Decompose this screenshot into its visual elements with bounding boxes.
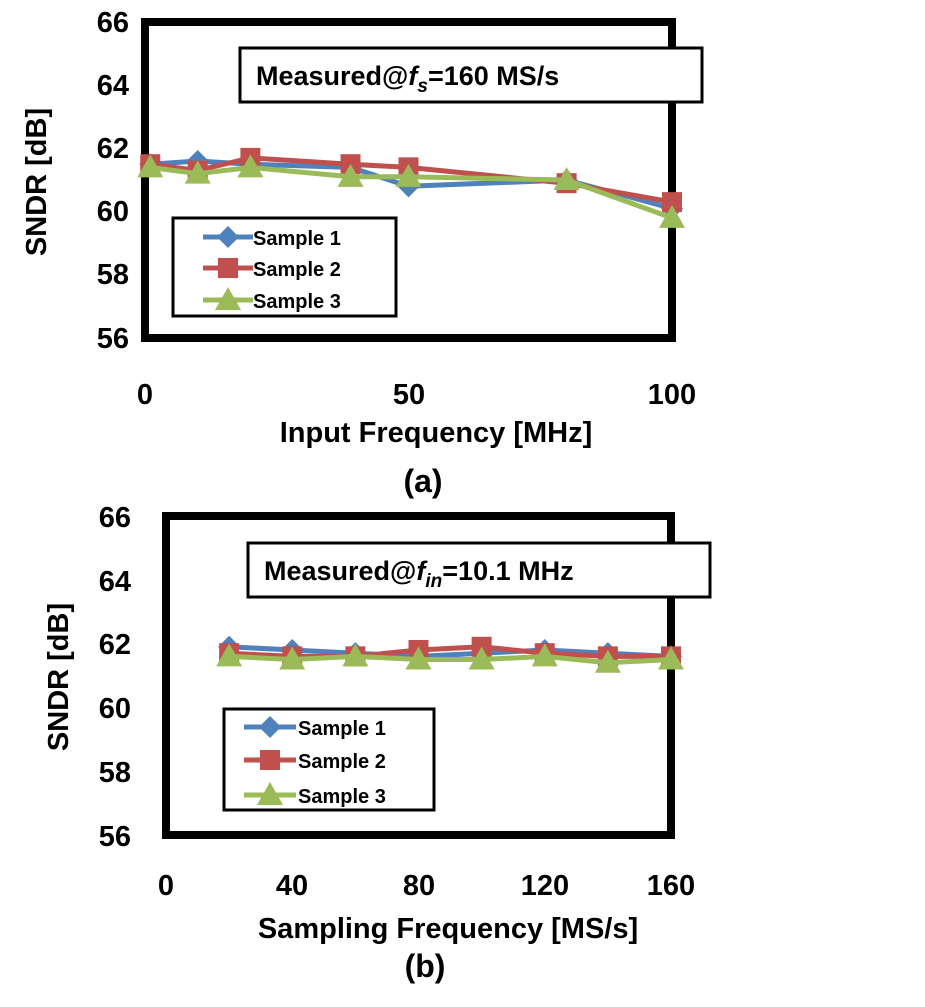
chart-b-sample-3-point-4: [405, 646, 432, 670]
chart-a-ytick-62: 62: [97, 133, 129, 165]
chart-b-legend-sample-3-marker: [257, 782, 283, 805]
chart-a-ytick-58: 58: [97, 259, 129, 291]
chart-a-legend-sample-3: Sample 3: [203, 287, 341, 313]
chart-a-annotation-suffix: =160 MS/s: [428, 61, 559, 91]
chart-b-ytick-62: 62: [99, 629, 131, 661]
chart-b-caption: (b): [405, 948, 446, 984]
chart-b-legend-sample-3-label: Sample 3: [298, 786, 386, 808]
chart-a-sample-3-point-6: [553, 167, 580, 190]
chart-b-legend-sample-3: Sample 3: [244, 782, 386, 808]
chart-a-annotation-prefix: Measured@: [256, 61, 408, 91]
chart-b-annotation-suffix: =10.1 MHz: [442, 556, 573, 586]
chart-b-y-ticks: 66 64 62 60 58 56: [99, 502, 131, 853]
chart-a-caption: (a): [403, 463, 442, 499]
chart-b-ytick-66: 66: [99, 502, 131, 534]
chart-b-sampling-frequency: 66 64 62 60 58 56 0 40 80 120 160 SNDR […: [43, 502, 712, 984]
chart-b-annotation-box: [246, 541, 712, 599]
chart-b-ytick-56: 56: [99, 821, 131, 853]
chart-b-legend-sample-1: Sample 1: [244, 716, 386, 740]
chart-a-series-layer: [137, 147, 685, 228]
chart-b-sample-3-point-6: [531, 643, 558, 667]
chart-b-x-axis-title: Sampling Frequency [MS/s]: [258, 913, 638, 945]
chart-b-plot-frame: [162, 512, 675, 839]
chart-b-legend-sample-2-marker: [260, 750, 280, 770]
chart-a-input-frequency: 66 64 62 60 58 56 0 50 100 SNDR [dB] Inp…: [21, 7, 704, 499]
chart-a-sample-3-point-1: [137, 154, 164, 178]
chart-a-plot-frame: [141, 18, 676, 342]
chart-a-annotation-sub: s: [417, 76, 428, 97]
chart-a-sample-3-point-5: [395, 163, 422, 187]
chart-a-ytick-60: 60: [97, 196, 129, 228]
chart-a-annotation-box: [238, 46, 704, 104]
chart-a-legend-sample-1-marker: [217, 226, 239, 248]
chart-b-sample-3-point-2: [279, 646, 306, 670]
chart-b-xtick-120: 120: [521, 870, 569, 902]
chart-a-legend-sample-2-label: Sample 2: [253, 259, 341, 281]
chart-a-legend-sample-2-marker: [218, 258, 238, 278]
chart-a-sample-2-point-7: [662, 192, 682, 213]
chart-b-y-axis-title: SNDR [dB]: [43, 603, 75, 751]
chart-b-xtick-160: 160: [647, 870, 695, 902]
chart-b-annotation-sub: in: [425, 571, 442, 592]
chart-a-sample-3-point-7: [659, 204, 685, 228]
chart-b-sample-3-point-8: [658, 646, 684, 670]
chart-a-legend-sample-3-label: Sample 3: [253, 291, 341, 313]
chart-b-annotation-prefix: Measured@: [264, 556, 416, 586]
chart-b-legend-layer: Sample 1 Sample 2 Sample 3: [244, 716, 386, 808]
chart-b-sample-3-line: [228, 653, 672, 666]
chart-b-sample-3-point-7: [594, 649, 621, 673]
chart-a-legend-sample-1-label: Sample 1: [253, 228, 341, 250]
chart-a-sample-3-point-4: [337, 163, 364, 187]
chart-b-sample-3-point-1: [216, 643, 243, 667]
chart-b-ytick-58: 58: [99, 757, 131, 789]
chart-a-ytick-66: 66: [97, 7, 129, 39]
chart-b-sample-3-point-5: [468, 646, 495, 670]
chart-a-ytick-56: 56: [97, 323, 129, 355]
chart-a-annotation: Measured@fs=160 MS/s: [256, 61, 559, 97]
chart-a-sample-3-point-3: [237, 154, 264, 178]
chart-b-ytick-64: 64: [99, 566, 131, 598]
chart-a-legend-layer: Sample 1 Sample 2 Sample 3: [203, 226, 341, 313]
chart-a-y-axis-title: SNDR [dB]: [21, 108, 53, 256]
chart-b-ytick-60: 60: [99, 693, 131, 725]
chart-a-legend-sample-3-marker: [215, 287, 241, 310]
chart-a-ytick-64: 64: [97, 70, 129, 102]
chart-b-xtick-0: 0: [158, 870, 174, 902]
chart-b-series-sample-3: [216, 643, 684, 673]
chart-a-legend-sample-1: Sample 1: [203, 226, 341, 250]
chart-a-xtick-50: 50: [393, 379, 425, 411]
chart-a-xtick-0: 0: [137, 379, 153, 411]
chart-b-annotation: Measured@fin=10.1 MHz: [264, 556, 574, 592]
chart-a-xtick-100: 100: [648, 379, 696, 411]
chart-a-sample-3-point-2: [184, 160, 211, 184]
chart-b-sample-3-point-3: [342, 643, 369, 667]
chart-b-series-layer: [216, 635, 684, 673]
chart-a-y-ticks: 66 64 62 60 58 56: [97, 7, 129, 355]
chart-a-x-ticks: 0 50 100: [137, 379, 696, 411]
chart-a-series-sample-3: [137, 154, 685, 228]
chart-b-sample-2-line: [228, 644, 671, 659]
chart-b-xtick-40: 40: [276, 870, 308, 902]
chart-b-legend-sample-2: Sample 2: [244, 750, 386, 773]
chart-b-legend-sample-1-label: Sample 1: [298, 718, 386, 740]
chart-b-legend-sample-2-label: Sample 2: [298, 751, 386, 773]
chart-b-xtick-80: 80: [403, 870, 435, 902]
chart-b-legend-sample-1-marker: [259, 716, 281, 738]
chart-a-legend-sample-2: Sample 2: [203, 258, 341, 281]
chart-a-x-axis-title: Input Frequency [MHz]: [280, 417, 593, 449]
chart-b-x-ticks: 0 40 80 120 160: [158, 870, 695, 902]
